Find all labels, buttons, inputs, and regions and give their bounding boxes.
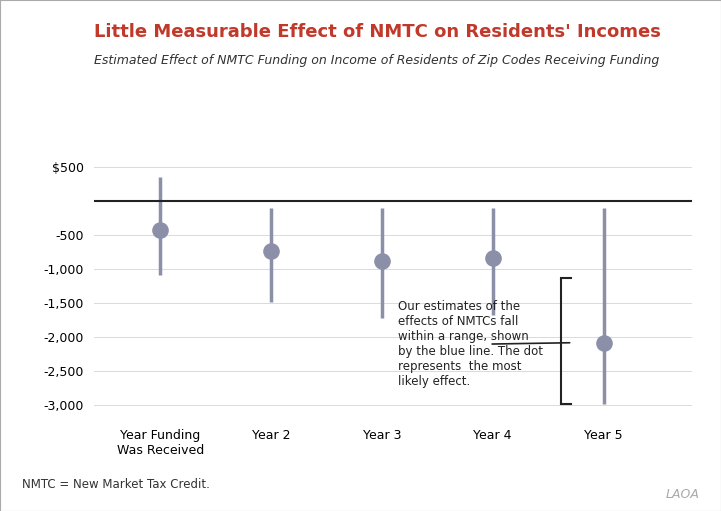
Text: LAOA: LAOA [665, 488, 699, 501]
Point [598, 339, 609, 347]
Point [265, 247, 277, 255]
Point [376, 257, 388, 265]
Text: Little Measurable Effect of NMTC on Residents' Incomes: Little Measurable Effect of NMTC on Resi… [94, 23, 660, 41]
Text: Figure 1: Figure 1 [11, 4, 68, 17]
Point [154, 226, 166, 235]
Text: Estimated Effect of NMTC Funding on Income of Residents of Zip Codes Receiving F: Estimated Effect of NMTC Funding on Inco… [94, 54, 659, 66]
Text: Our estimates of the
effects of NMTCs fall
within a range, shown
by the blue lin: Our estimates of the effects of NMTCs fa… [399, 300, 544, 388]
Point [487, 253, 498, 262]
Text: NMTC = New Market Tax Credit.: NMTC = New Market Tax Credit. [22, 478, 210, 491]
